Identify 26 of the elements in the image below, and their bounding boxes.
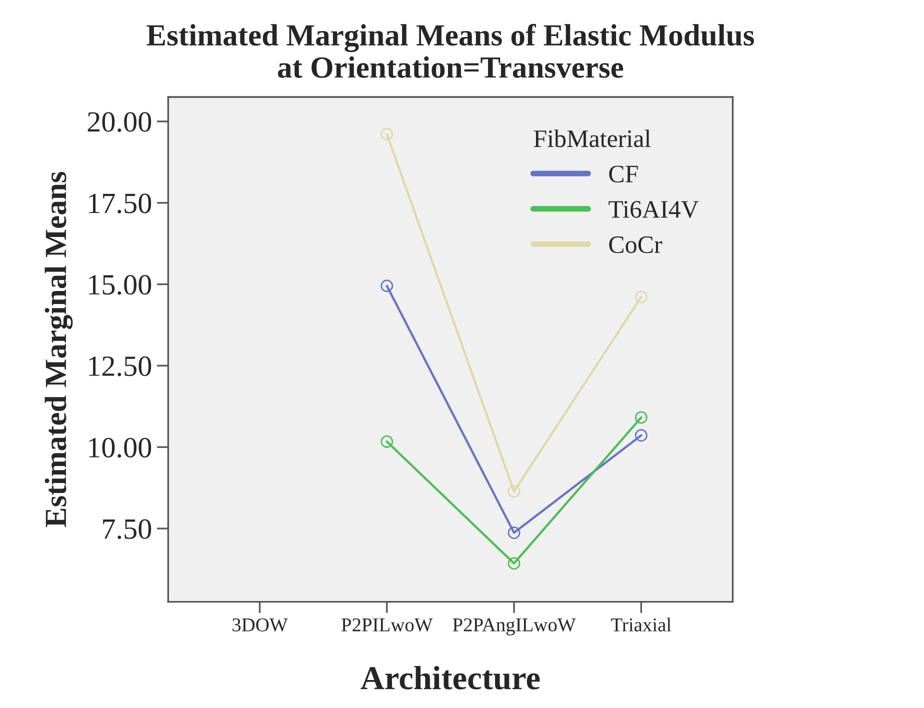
y-tick-label: 20.00 bbox=[88, 112, 152, 132]
point bbox=[508, 485, 520, 498]
y-tick-label: 15.00 bbox=[89, 274, 152, 295]
point bbox=[380, 435, 394, 448]
point bbox=[508, 557, 520, 570]
legend-label: CoCr bbox=[609, 236, 662, 254]
point bbox=[634, 411, 648, 424]
point bbox=[380, 128, 394, 140]
y-tick-label: 7.50 bbox=[103, 519, 152, 540]
legend-label: CF bbox=[609, 166, 638, 183]
y-tick-label: 12.50 bbox=[89, 356, 152, 376]
point bbox=[508, 526, 520, 540]
point bbox=[634, 429, 648, 442]
legend-title: FibMaterial bbox=[534, 130, 651, 148]
point bbox=[634, 290, 648, 304]
x-tick-label: P2PAngILwoW bbox=[452, 618, 576, 636]
x-tick-label: 3DOW bbox=[232, 618, 288, 632]
x-tick-label: P2PILwoW bbox=[342, 618, 433, 632]
chart-title: Estimated Marginal Means of Elastic Modulus at Orientation=Transverse bbox=[146, 24, 754, 78]
legend-label: Ti6AI4V bbox=[608, 201, 699, 218]
point bbox=[380, 280, 394, 292]
y-tick-label: 17.50 bbox=[89, 194, 152, 214]
x-tick-label: Triaxial bbox=[611, 618, 672, 632]
y-axis-title: Estimated Marginal Means bbox=[44, 172, 73, 528]
y-tick-label: 10.00 bbox=[89, 438, 152, 458]
x-axis-title: Architecture bbox=[360, 666, 540, 690]
